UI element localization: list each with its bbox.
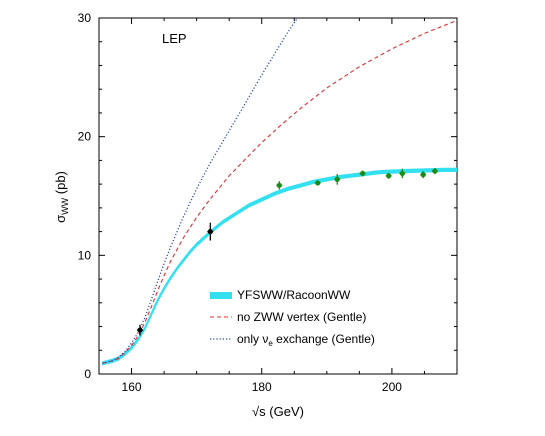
data-point	[334, 176, 340, 182]
legend-label: YFSWW/RacoonWW	[237, 288, 351, 302]
measured-points	[137, 168, 438, 336]
data-point	[386, 173, 392, 179]
data-point	[276, 182, 282, 188]
y-axis-unit: (pb)	[53, 171, 68, 198]
data-point	[420, 172, 426, 178]
lep-annotation: LEP	[162, 31, 187, 46]
legend-label: no ZWW vertex (Gentle)	[237, 310, 366, 324]
y-axis-title: σWW (pb)	[53, 171, 70, 223]
x-tick-label: 180	[252, 380, 272, 394]
axis-ticks	[98, 17, 458, 375]
y-tick-label: 0	[84, 367, 91, 381]
data-point	[315, 180, 321, 186]
legend: YFSWW/RacoonWW no ZWW vertex (Gentle) only…	[210, 288, 375, 348]
y-axis-subscript: WW	[60, 197, 70, 214]
y-tick-label: 20	[78, 130, 92, 144]
y-tick-label: 30	[78, 11, 92, 25]
data-point	[360, 170, 366, 177]
legend-label-main: only ν	[237, 332, 268, 346]
yfsww-racoonww-curve	[102, 168, 457, 365]
plot-frame	[98, 17, 458, 375]
y-axis-sigma: σ	[53, 215, 68, 223]
x-tick-label: 200	[382, 380, 402, 394]
data-point	[137, 327, 143, 333]
plot-border	[98, 17, 458, 375]
data-point	[207, 229, 213, 235]
only-nue-exchange-curve	[102, 17, 298, 364]
x-axis-title: √s (GeV)	[252, 404, 304, 419]
legend-label: only νe exchange (Gentle)	[237, 332, 375, 348]
x-axis-title-text: √s (GeV)	[252, 404, 304, 419]
x-tick-label: 160	[122, 380, 142, 394]
legend-band-swatch	[210, 292, 232, 299]
data-point	[399, 170, 405, 177]
y-tick-label: 10	[78, 248, 92, 262]
legend-label-sub: e	[268, 339, 273, 348]
tick-labels: 160 180 200 0 10 20 30	[78, 11, 403, 394]
legend-label-rest: exchange (Gentle)	[273, 332, 375, 346]
data-point	[432, 168, 438, 174]
theory-curves	[102, 17, 458, 366]
